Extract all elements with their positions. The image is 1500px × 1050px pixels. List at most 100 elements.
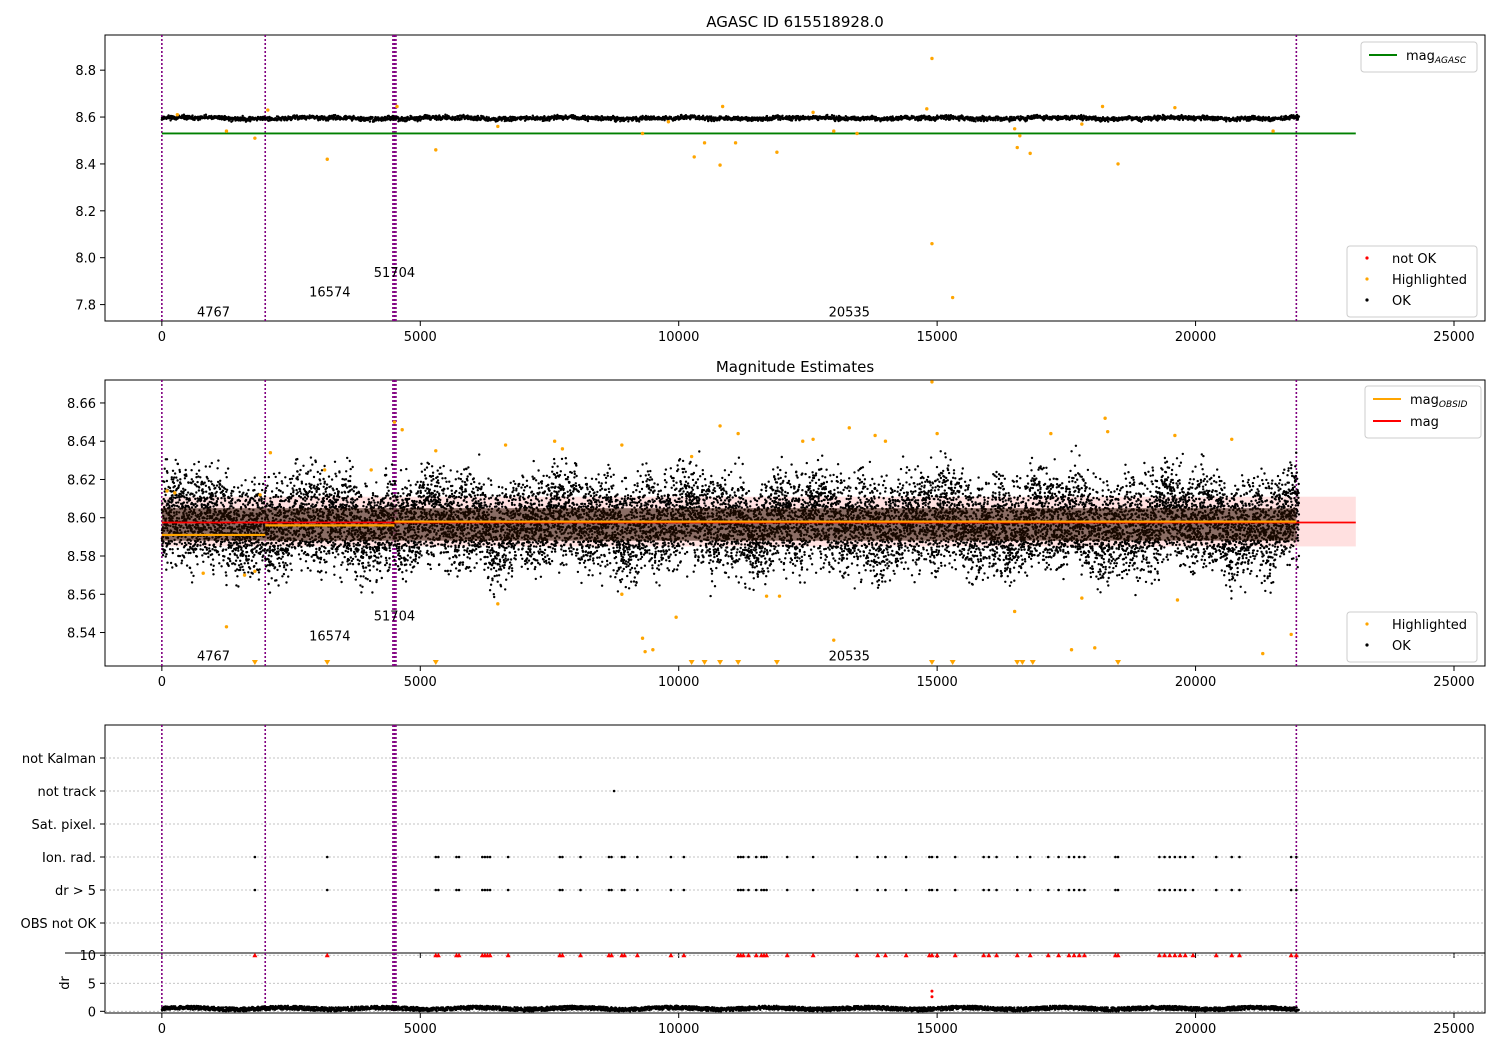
ok-point [175, 543, 178, 546]
x-tick-label: 10000 [658, 675, 699, 690]
panel-title: AGASC ID 615518928.0 [706, 13, 884, 31]
ok-point [186, 491, 190, 494]
ok-point [214, 486, 217, 490]
ok-point [190, 581, 194, 584]
ok-point [200, 503, 203, 506]
highlighted-point [855, 131, 859, 136]
ok-point [241, 565, 244, 568]
ok-point [178, 470, 182, 474]
ok-point [245, 550, 249, 554]
ok-point [189, 542, 192, 546]
ok-point [230, 494, 233, 497]
highlighted-point [224, 129, 229, 133]
ok-point [200, 497, 203, 500]
ok-point [234, 559, 238, 562]
ok-point [210, 553, 214, 556]
ok-point [185, 543, 188, 546]
ok-point [247, 554, 250, 558]
ok-point [246, 543, 249, 546]
ok-point [180, 542, 184, 545]
ok-point [247, 488, 250, 492]
x-tick-label: 15000 [916, 675, 957, 690]
ok-point [207, 503, 210, 506]
ok-point [186, 501, 189, 504]
ok-point [215, 484, 219, 487]
ok-point [184, 468, 187, 472]
ok-point [209, 505, 212, 509]
ok-point [223, 499, 227, 502]
ok-point [260, 545, 263, 549]
ok-point [242, 491, 245, 494]
ok-point [240, 546, 243, 549]
y-tick-label: 8.4 [75, 158, 96, 173]
highlighted-point [930, 241, 934, 246]
ok-point [168, 548, 172, 551]
ok-point [219, 542, 223, 546]
ok-point [240, 563, 243, 566]
ok-point [215, 500, 219, 503]
ok-point [781, 114, 784, 118]
ok-point [233, 563, 237, 566]
highlighted-point [325, 157, 329, 161]
highlighted-point [718, 163, 722, 167]
ok-point [222, 505, 226, 508]
ok-point [233, 486, 236, 489]
ok-point [197, 460, 200, 464]
ok-point [191, 114, 194, 117]
ok-point [165, 479, 169, 483]
ok-point [253, 483, 256, 486]
ok-point [202, 490, 205, 494]
ok-point [244, 506, 247, 509]
ok-point [168, 542, 172, 545]
ok-point [163, 551, 166, 554]
ok-point [224, 471, 227, 475]
ok-point [185, 474, 188, 478]
ok-point [204, 542, 207, 546]
ok-point [196, 543, 199, 547]
legend-label: not OK [1392, 252, 1437, 267]
ok-point [221, 489, 225, 492]
ok-point [239, 566, 242, 569]
ok-point [161, 544, 164, 548]
ok-point [226, 467, 230, 470]
ok-point [201, 548, 204, 551]
ok-point [218, 487, 222, 491]
highlighted-point [395, 104, 399, 109]
ok-point [205, 548, 209, 551]
ok-point [225, 583, 228, 587]
ok-point [241, 550, 244, 553]
highlighted-point [720, 104, 725, 109]
ok-point [177, 484, 181, 487]
ok-point [189, 551, 192, 555]
ok-point [253, 564, 256, 568]
ok-point [183, 556, 186, 559]
y-tick-label: 8.62 [67, 473, 96, 488]
ok-point [194, 502, 197, 506]
ok-point [164, 493, 167, 497]
obsid-label: 16574 [309, 286, 350, 301]
ok-point [179, 482, 182, 485]
ok-point [197, 489, 201, 492]
ok-point [248, 567, 252, 570]
ok-point [231, 549, 235, 553]
ok-point [206, 477, 209, 480]
ok-point [219, 483, 222, 486]
obsid-label: 20535 [829, 306, 870, 321]
ok-point [192, 551, 195, 554]
ok-point [253, 476, 256, 479]
ok-point [168, 486, 172, 490]
ok-point [224, 571, 227, 574]
ok-point [193, 494, 196, 497]
ok-point [1107, 120, 1110, 123]
ok-point [258, 552, 262, 556]
ok-point [175, 476, 178, 479]
ok-point [707, 119, 710, 123]
ok-point [222, 559, 225, 562]
highlighted-point [496, 124, 500, 129]
ok-point [175, 501, 178, 504]
ok-point [178, 554, 182, 558]
ok-point [219, 545, 222, 548]
ok-point [236, 486, 240, 489]
ok-point [1280, 115, 1283, 118]
ok-point [181, 505, 185, 509]
